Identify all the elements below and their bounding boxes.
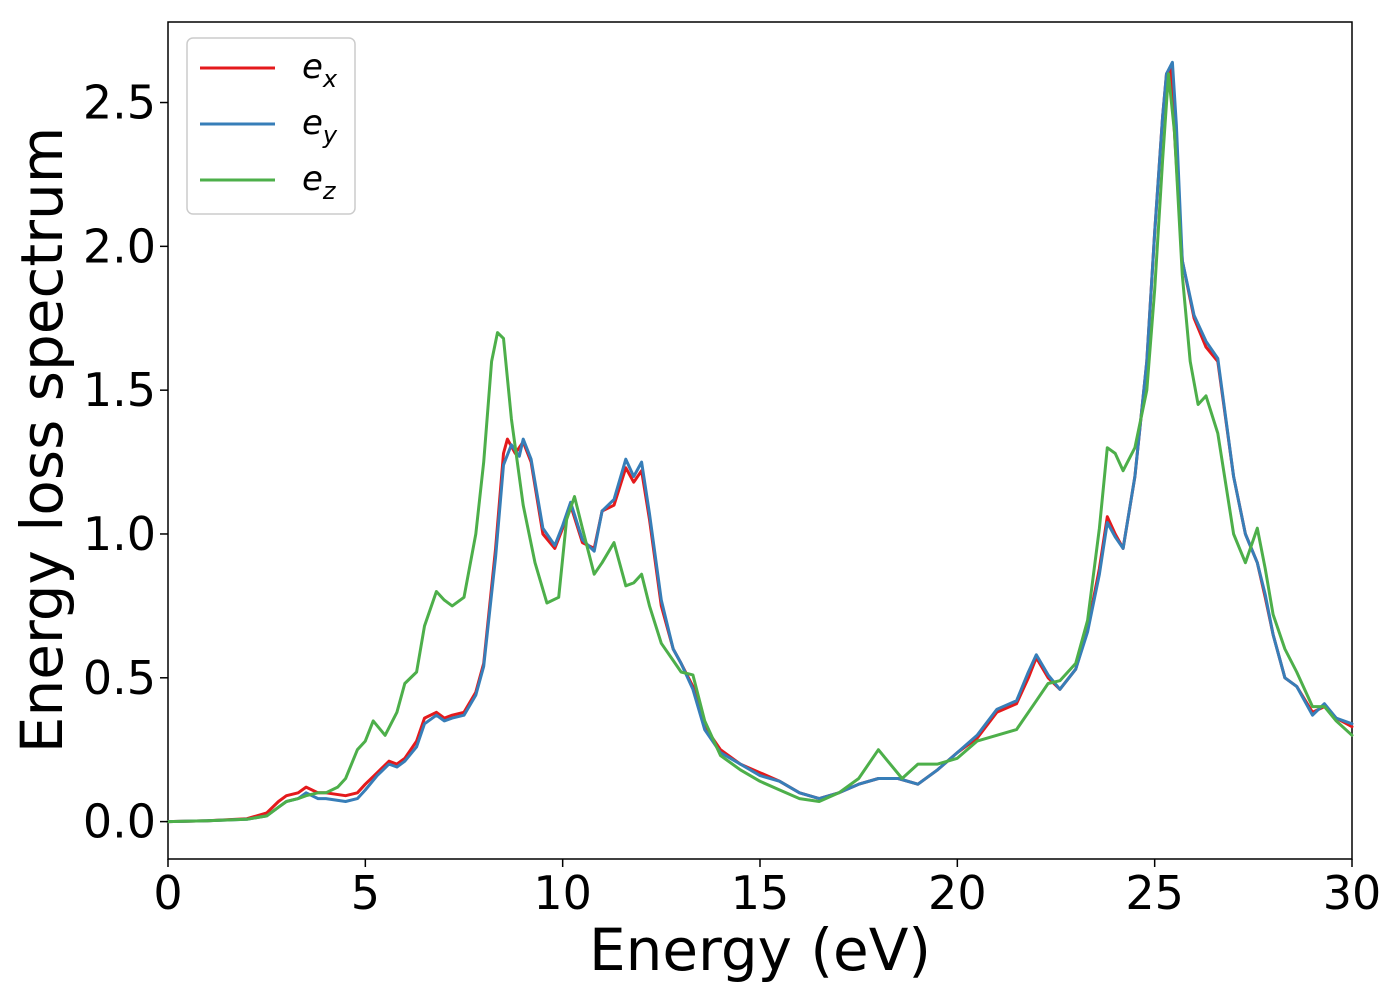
y-tick-label: 0.5 (83, 651, 156, 705)
legend: ex ey ez (186, 37, 356, 215)
plot-frame (167, 21, 1353, 860)
y-tick-label: 0.0 (83, 795, 156, 849)
x-axis-title: Energy (eV) (589, 916, 931, 984)
legend-label-x: ex (302, 47, 338, 93)
legend-box (186, 37, 356, 215)
y-axis-ticks: 0.0 0.5 1.0 1.5 2.0 2.5 (83, 76, 168, 849)
x-axis-ticks: 0 5 10 15 20 25 30 (153, 859, 1381, 920)
series-line-z (166, 72, 1354, 824)
y-axis-title: Energy loss spectrum (8, 127, 76, 753)
x-tick-label: 10 (533, 866, 592, 920)
y-tick-label: 2.0 (83, 219, 156, 273)
y-tick-label: 1.5 (83, 363, 156, 417)
legend-label-z: ez (302, 159, 337, 205)
y-tick-label: 1.0 (83, 507, 156, 561)
x-tick-label: 15 (731, 866, 790, 920)
x-tick-label: 0 (153, 866, 182, 920)
x-tick-label: 5 (351, 866, 380, 920)
x-tick-label: 20 (928, 866, 987, 920)
x-tick-label: 30 (1323, 866, 1382, 920)
series-layer (166, 60, 1354, 824)
x-tick-label: 25 (1125, 866, 1184, 920)
y-tick-label: 2.5 (83, 76, 156, 130)
legend-label-y: ey (302, 103, 338, 149)
